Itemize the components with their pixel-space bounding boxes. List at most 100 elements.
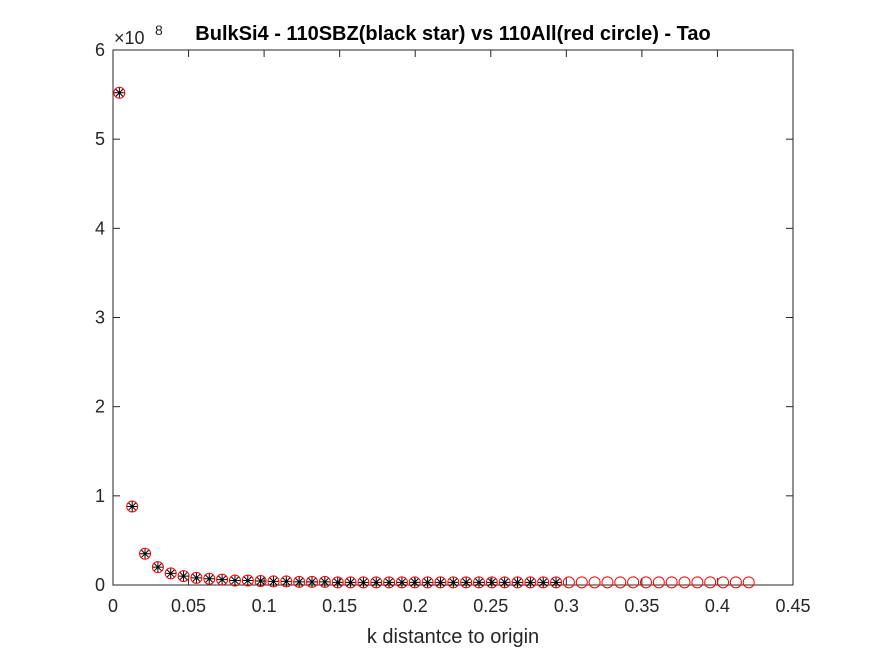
black-star-point (178, 571, 189, 582)
black-star-point (204, 573, 215, 584)
red-circle-point (177, 570, 190, 583)
y-tick-label: 6 (95, 40, 105, 60)
red-circle-point (601, 576, 614, 589)
red-circle-point (357, 576, 370, 589)
x-tick-label: 0.2 (403, 596, 428, 616)
red-circle-point (280, 575, 293, 588)
black-star-point (332, 577, 343, 588)
black-star-point (384, 577, 395, 588)
plot-area (112, 49, 794, 586)
black-star-point (152, 562, 163, 573)
y-tick-label: 4 (95, 218, 105, 238)
red-circle-point (164, 567, 177, 580)
y-multiplier-exponent: 8 (155, 22, 163, 38)
red-circle-point (678, 576, 691, 589)
x-axis-label: k distantce to origin (367, 626, 539, 648)
black-star-point (229, 575, 240, 586)
black-star-point (396, 577, 407, 588)
black-star-point (217, 574, 228, 585)
red-circle-point (267, 575, 280, 588)
red-circle-point (228, 574, 241, 587)
black-star-point (473, 577, 484, 588)
red-circle-point (485, 576, 498, 589)
red-circle-point (627, 576, 640, 589)
black-star-point (140, 548, 151, 559)
red-circle-point (344, 576, 357, 589)
black-star-point (319, 576, 330, 587)
red-circle-point (614, 576, 627, 589)
red-circle-point (293, 575, 306, 588)
chart-title: BulkSi4 - 110SBZ(black star) vs 110All(r… (195, 23, 710, 45)
red-circle-point (537, 576, 550, 589)
y-multiplier-base: ×10 (114, 28, 145, 48)
red-circle-point (216, 573, 229, 586)
x-tick-label: 0.25 (473, 596, 508, 616)
red-circle-point (588, 576, 601, 589)
red-circle-point (139, 547, 152, 560)
black-star-point (409, 577, 420, 588)
black-star-point (448, 577, 459, 588)
y-tick-label: 3 (95, 308, 105, 328)
black-star-point (294, 576, 305, 587)
red-circle-point (151, 561, 164, 574)
x-tick-label: 0.4 (705, 596, 730, 616)
red-circle-point (370, 576, 383, 589)
black-star-point (371, 577, 382, 588)
x-tick-label: 0.1 (252, 596, 277, 616)
red-circle-point (190, 571, 203, 584)
red-circle-point (691, 576, 704, 589)
axis-ticks: 0 0.05 0.1 0.15 0.2 0.25 0.3 0.35 0.4 0.45 0 1 2 3 4 5 6 (95, 40, 811, 616)
x-tick-label: 0.3 (554, 596, 579, 616)
red-circle-point (575, 576, 588, 589)
red-circle-point (331, 576, 344, 589)
black-star-point (422, 577, 433, 588)
red-circle-series (113, 86, 755, 589)
black-star-point (307, 576, 318, 587)
data-marks (113, 86, 755, 589)
black-star-point (435, 577, 446, 588)
red-circle-point (434, 576, 447, 589)
black-star-point (358, 577, 369, 588)
x-tick-label: 0.35 (624, 596, 659, 616)
red-circle-point (729, 576, 742, 589)
red-circle-point (511, 576, 524, 589)
red-circle-point (472, 576, 485, 589)
red-circle-point (652, 576, 665, 589)
red-circle-point (395, 576, 408, 589)
red-circle-point (550, 576, 563, 589)
x-tick-label: 0.45 (775, 596, 810, 616)
red-circle-point (318, 575, 331, 588)
black-star-point (165, 568, 176, 579)
black-star-point (345, 577, 356, 588)
red-circle-point (383, 576, 396, 589)
x-tick-label: 0.15 (322, 596, 357, 616)
red-circle-point (241, 574, 254, 587)
black-star-point (525, 577, 536, 588)
red-circle-point (498, 576, 511, 589)
y-tick-label: 1 (95, 486, 105, 506)
red-circle-point (742, 576, 755, 589)
red-circle-point (639, 576, 652, 589)
red-circle-point (704, 576, 717, 589)
red-circle-point (203, 572, 216, 585)
red-circle-point (447, 576, 460, 589)
red-circle-point (126, 500, 139, 513)
red-circle-point (665, 576, 678, 589)
black-star-point (512, 577, 523, 588)
x-tick-label: 0.05 (171, 596, 206, 616)
y-tick-label: 2 (95, 397, 105, 417)
y-tick-label: 0 (95, 575, 105, 595)
red-circle-point (113, 86, 126, 99)
red-circle-point (306, 575, 319, 588)
red-circle-point (562, 576, 575, 589)
red-circle-point (408, 576, 421, 589)
red-circle-point (254, 574, 267, 587)
black-star-point (281, 576, 292, 587)
black-star-point (486, 577, 497, 588)
black-star-point (242, 575, 253, 586)
black-star-series (114, 87, 562, 588)
black-star-point (461, 577, 472, 588)
black-star-point (127, 501, 138, 512)
black-star-point (538, 577, 549, 588)
